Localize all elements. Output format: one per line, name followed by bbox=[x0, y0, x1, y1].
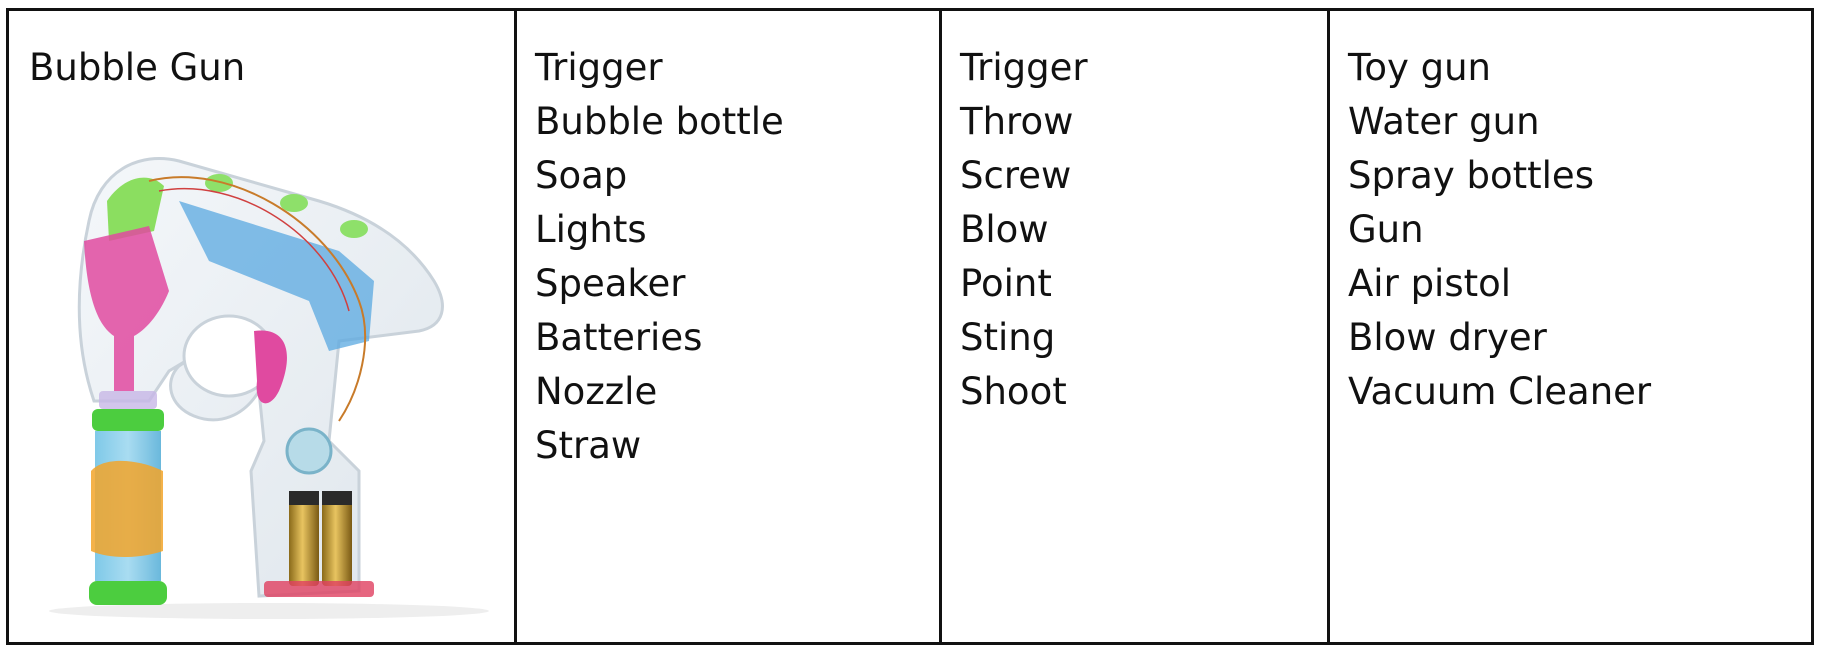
list-item: Spray bottles bbox=[1348, 154, 1594, 197]
list-item: Point bbox=[960, 262, 1052, 305]
list-item: Blow bbox=[960, 208, 1049, 251]
list-item: Throw bbox=[960, 100, 1074, 143]
list-item: Speaker bbox=[535, 262, 686, 305]
list-item: Vacuum Cleaner bbox=[1348, 370, 1652, 413]
similar-objects-list: Toy gun Water gun Spray bottles Gun Air … bbox=[1348, 41, 1651, 419]
list-item: Water gun bbox=[1348, 100, 1540, 143]
bubble-gun-image bbox=[49, 157, 489, 619]
actions-list: Trigger Throw Screw Blow Point Sting Sho… bbox=[960, 41, 1088, 419]
list-item: Air pistol bbox=[1348, 262, 1512, 305]
item-title: Bubble Gun bbox=[29, 46, 246, 89]
list-item: Blow dryer bbox=[1348, 316, 1547, 359]
list-item: Trigger bbox=[535, 46, 663, 89]
list-item: Shoot bbox=[960, 370, 1067, 413]
list-item: Toy gun bbox=[1348, 46, 1491, 89]
actions-cell: Trigger Throw Screw Blow Point Sting Sho… bbox=[942, 11, 1330, 642]
list-item: Soap bbox=[535, 154, 628, 197]
item-cell: Bubble Gun bbox=[9, 11, 517, 642]
comparison-table: Bubble Gun bbox=[6, 8, 1814, 645]
bottle-label bbox=[91, 460, 163, 557]
list-item: Bubble bottle bbox=[535, 100, 784, 143]
list-item: Gun bbox=[1348, 208, 1424, 251]
similar-objects-cell: Toy gun Water gun Spray bottles Gun Air … bbox=[1330, 11, 1811, 642]
list-item: Batteries bbox=[535, 316, 703, 359]
list-item: Lights bbox=[535, 208, 647, 251]
list-item: Trigger bbox=[960, 46, 1088, 89]
list-item: Nozzle bbox=[535, 370, 658, 413]
list-item: Straw bbox=[535, 424, 642, 467]
parts-list: Trigger Bubble bottle Soap Lights Speake… bbox=[535, 41, 784, 473]
list-item: Sting bbox=[960, 316, 1056, 359]
list-item: Screw bbox=[960, 154, 1072, 197]
parts-cell: Trigger Bubble bottle Soap Lights Speake… bbox=[517, 11, 942, 642]
